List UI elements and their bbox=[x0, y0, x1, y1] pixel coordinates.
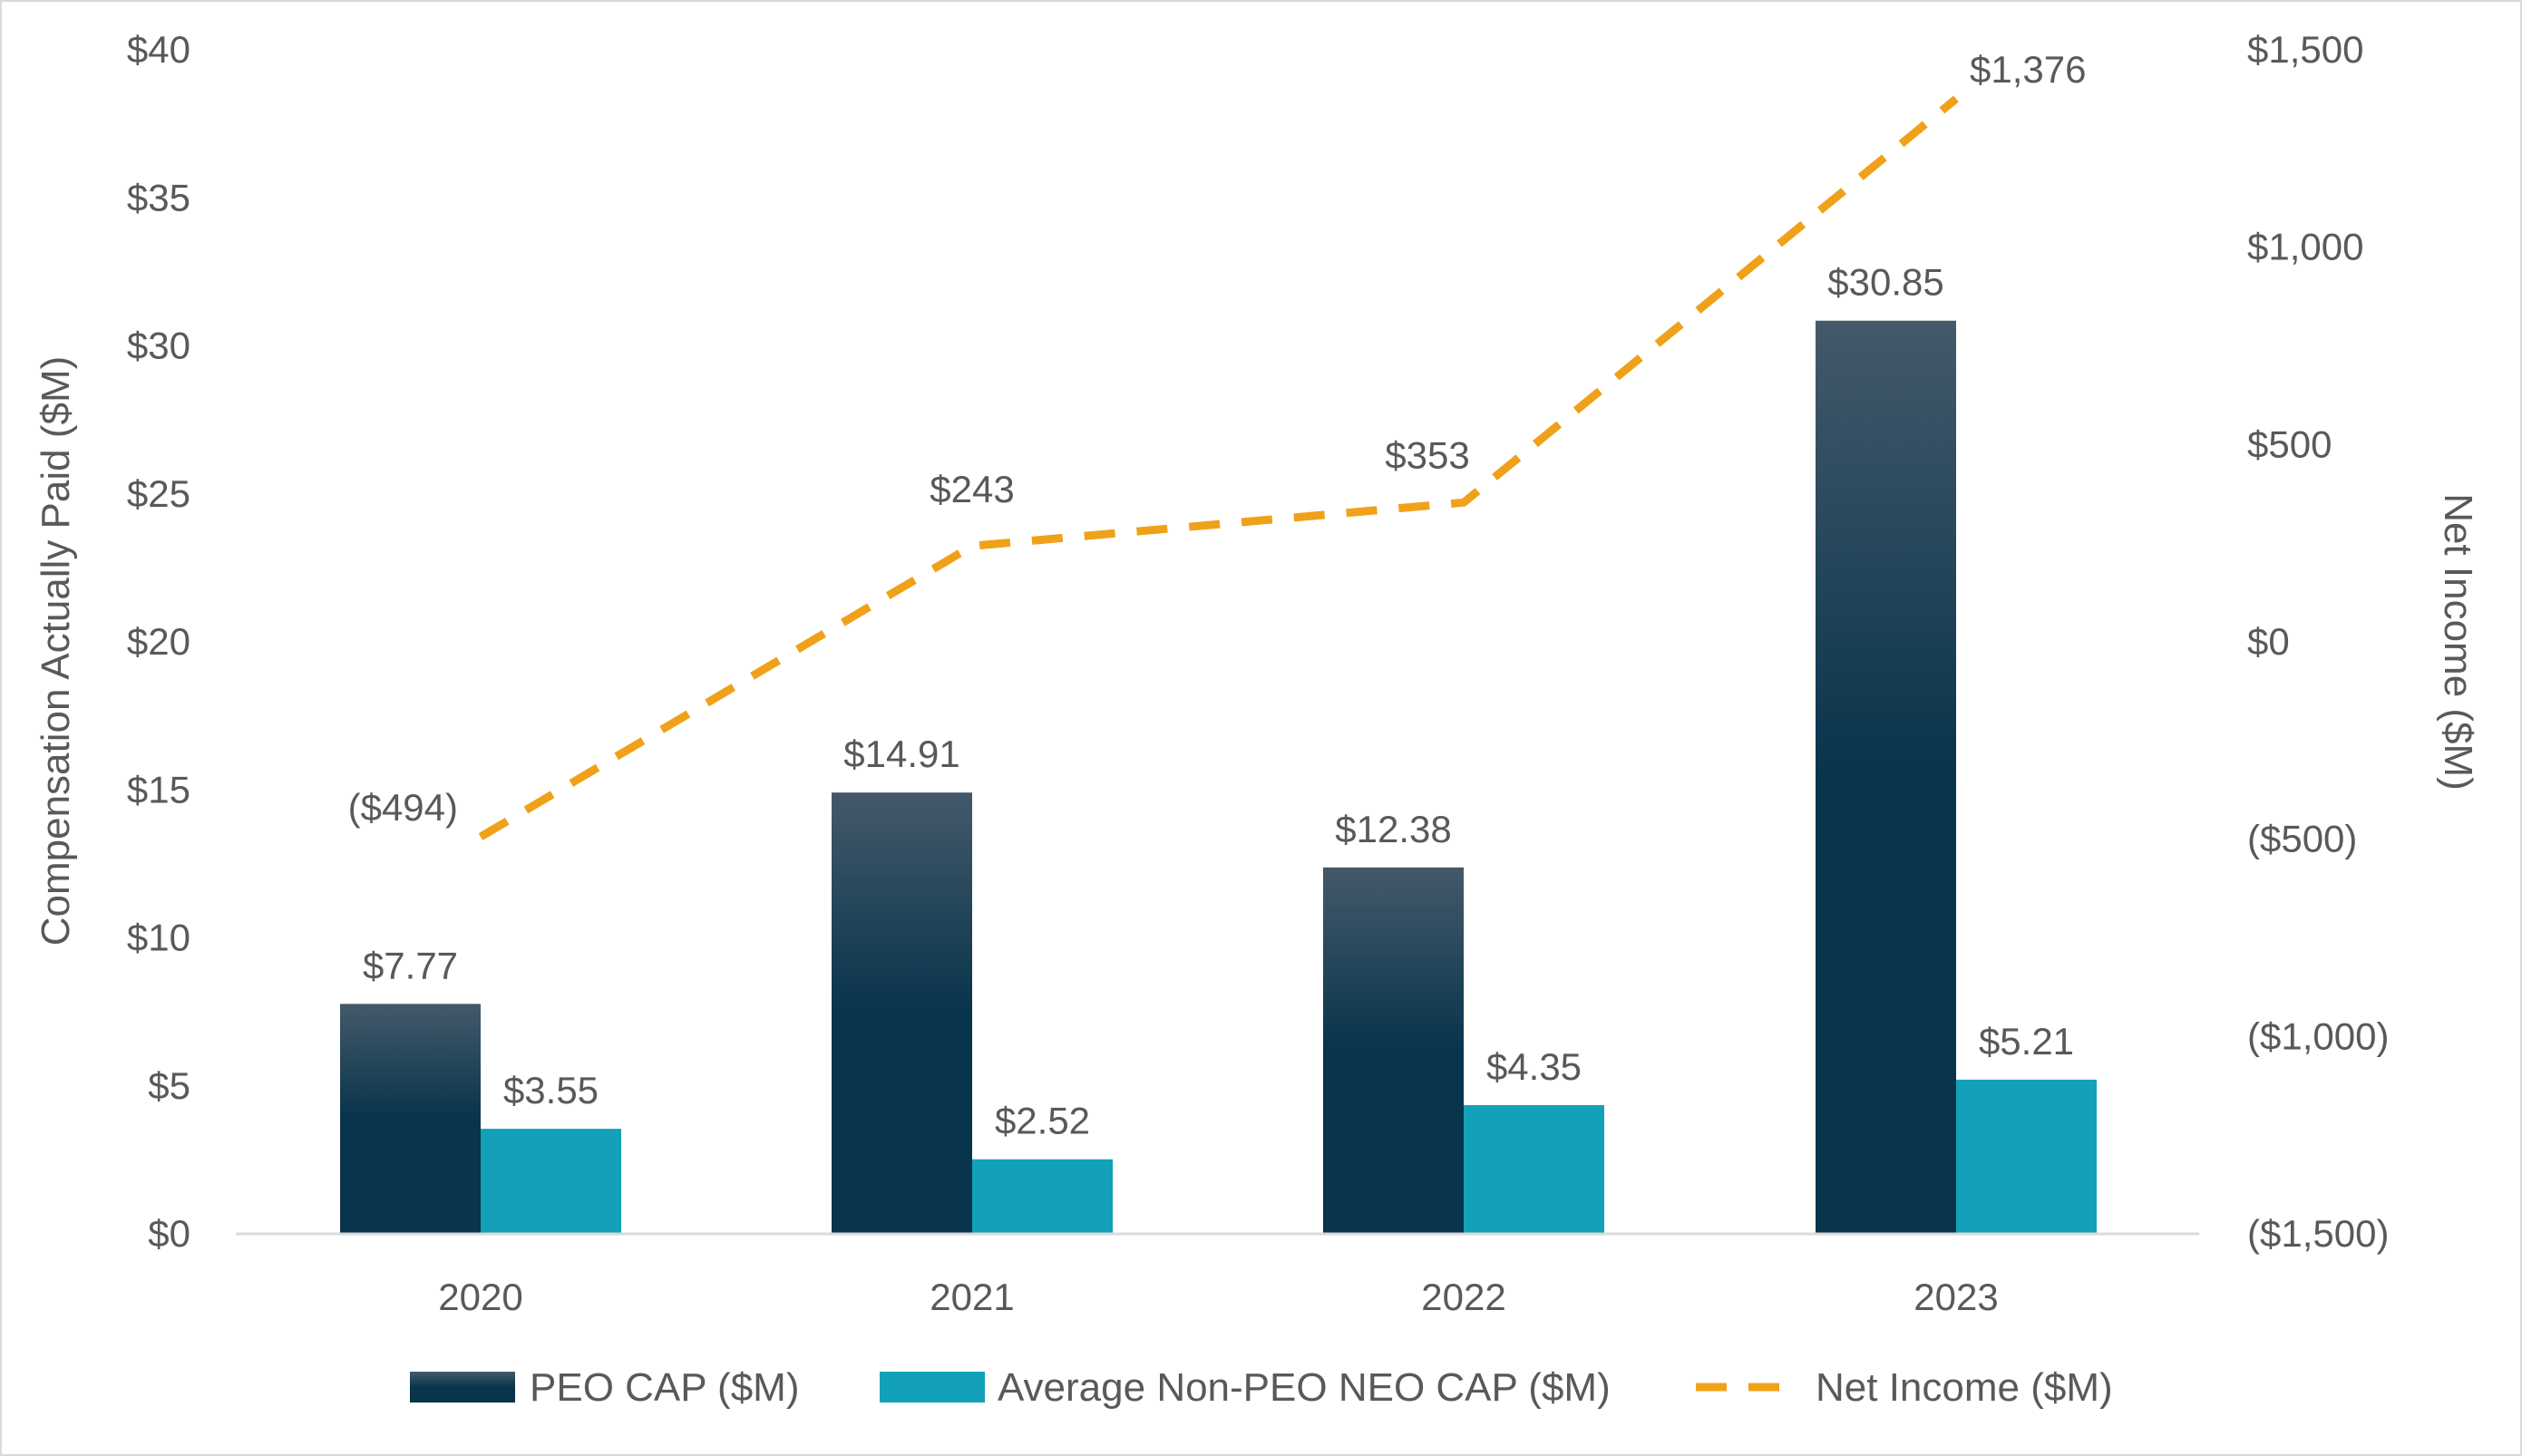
x-tick-2021: 2021 bbox=[930, 1276, 1014, 1318]
label-net-income-2021: $243 bbox=[930, 468, 1014, 510]
label-neo-cap-2023: $5.21 bbox=[1979, 1020, 2074, 1063]
label-peo-cap-2022: $12.38 bbox=[1335, 808, 1451, 850]
label-peo-cap-2023: $30.85 bbox=[1827, 261, 1943, 304]
y-left-tick: $40 bbox=[127, 28, 190, 71]
y-left-tick: $15 bbox=[127, 768, 190, 811]
bars-layer bbox=[340, 320, 2097, 1234]
y-left-tick: $5 bbox=[148, 1064, 190, 1107]
legend-label-peo-cap: PEO CAP ($M) bbox=[530, 1365, 799, 1410]
y-right-tick: ($1,500) bbox=[2247, 1212, 2389, 1255]
bar-peo-cap-2020 bbox=[340, 1004, 481, 1234]
x-tick-2022: 2022 bbox=[1421, 1276, 1505, 1318]
y-left-tick: $30 bbox=[127, 325, 190, 367]
y-left-tick: $0 bbox=[148, 1212, 190, 1255]
bar-neo-cap-2023 bbox=[1956, 1079, 2097, 1234]
label-peo-cap-2021: $14.91 bbox=[843, 733, 959, 775]
y-left-tick: $35 bbox=[127, 176, 190, 218]
axes-layer: 2020 2021 2022 2023 $0 $5 $10 $15 $20 $25 $30 $35 $4… bbox=[34, 28, 2480, 1318]
label-net-income-2020: ($494) bbox=[348, 786, 458, 829]
bar-peo-cap-2021 bbox=[832, 792, 972, 1234]
x-tick-2020: 2020 bbox=[438, 1276, 522, 1318]
legend-swatch-peo-cap bbox=[410, 1372, 515, 1403]
bar-neo-cap-2020 bbox=[481, 1129, 621, 1234]
y-right-tick: ($500) bbox=[2247, 818, 2357, 860]
y-left-tick: $20 bbox=[127, 620, 190, 663]
label-net-income-2023: $1,376 bbox=[1970, 48, 2086, 91]
legend-label-neo-cap: Average Non-PEO NEO CAP ($M) bbox=[998, 1365, 1611, 1410]
label-peo-cap-2020: $7.77 bbox=[363, 944, 458, 986]
y-right-tick: $1,500 bbox=[2247, 28, 2363, 71]
y-right-tick: $500 bbox=[2247, 422, 2332, 465]
bar-peo-cap-2022 bbox=[1323, 867, 1464, 1234]
label-neo-cap-2020: $3.55 bbox=[503, 1069, 599, 1111]
y-right-tick: $0 bbox=[2247, 620, 2290, 663]
bar-neo-cap-2022 bbox=[1464, 1104, 1604, 1234]
legend-label-net-income: Net Income ($M) bbox=[1816, 1365, 2113, 1410]
y-right-axis-title: Net Income ($M) bbox=[2436, 493, 2480, 791]
y-left-tick: $10 bbox=[127, 917, 190, 959]
line-net-income bbox=[478, 95, 1959, 840]
line-layer bbox=[478, 95, 1959, 840]
label-neo-cap-2021: $2.52 bbox=[995, 1100, 1090, 1142]
legend: PEO CAP ($M) Average Non-PEO NEO CAP ($M)… bbox=[410, 1365, 2113, 1410]
bar-neo-cap-2021 bbox=[972, 1159, 1113, 1234]
y-left-axis-title: Compensation Actually Paid ($M) bbox=[34, 356, 78, 946]
label-net-income-2022: $353 bbox=[1385, 433, 1469, 476]
label-neo-cap-2022: $4.35 bbox=[1486, 1045, 1582, 1088]
data-labels-layer: $7.77 $3.55 $14.91 $2.52 $12.38 $4.35 $30.85 $5… bbox=[348, 48, 2087, 1142]
legend-swatch-neo-cap bbox=[880, 1372, 985, 1403]
y-right-tick: $1,000 bbox=[2247, 226, 2363, 268]
y-right-tick: ($1,000) bbox=[2247, 1014, 2389, 1057]
x-tick-2023: 2023 bbox=[1913, 1276, 1998, 1318]
bar-peo-cap-2023 bbox=[1816, 320, 1956, 1234]
y-left-tick: $25 bbox=[127, 472, 190, 515]
